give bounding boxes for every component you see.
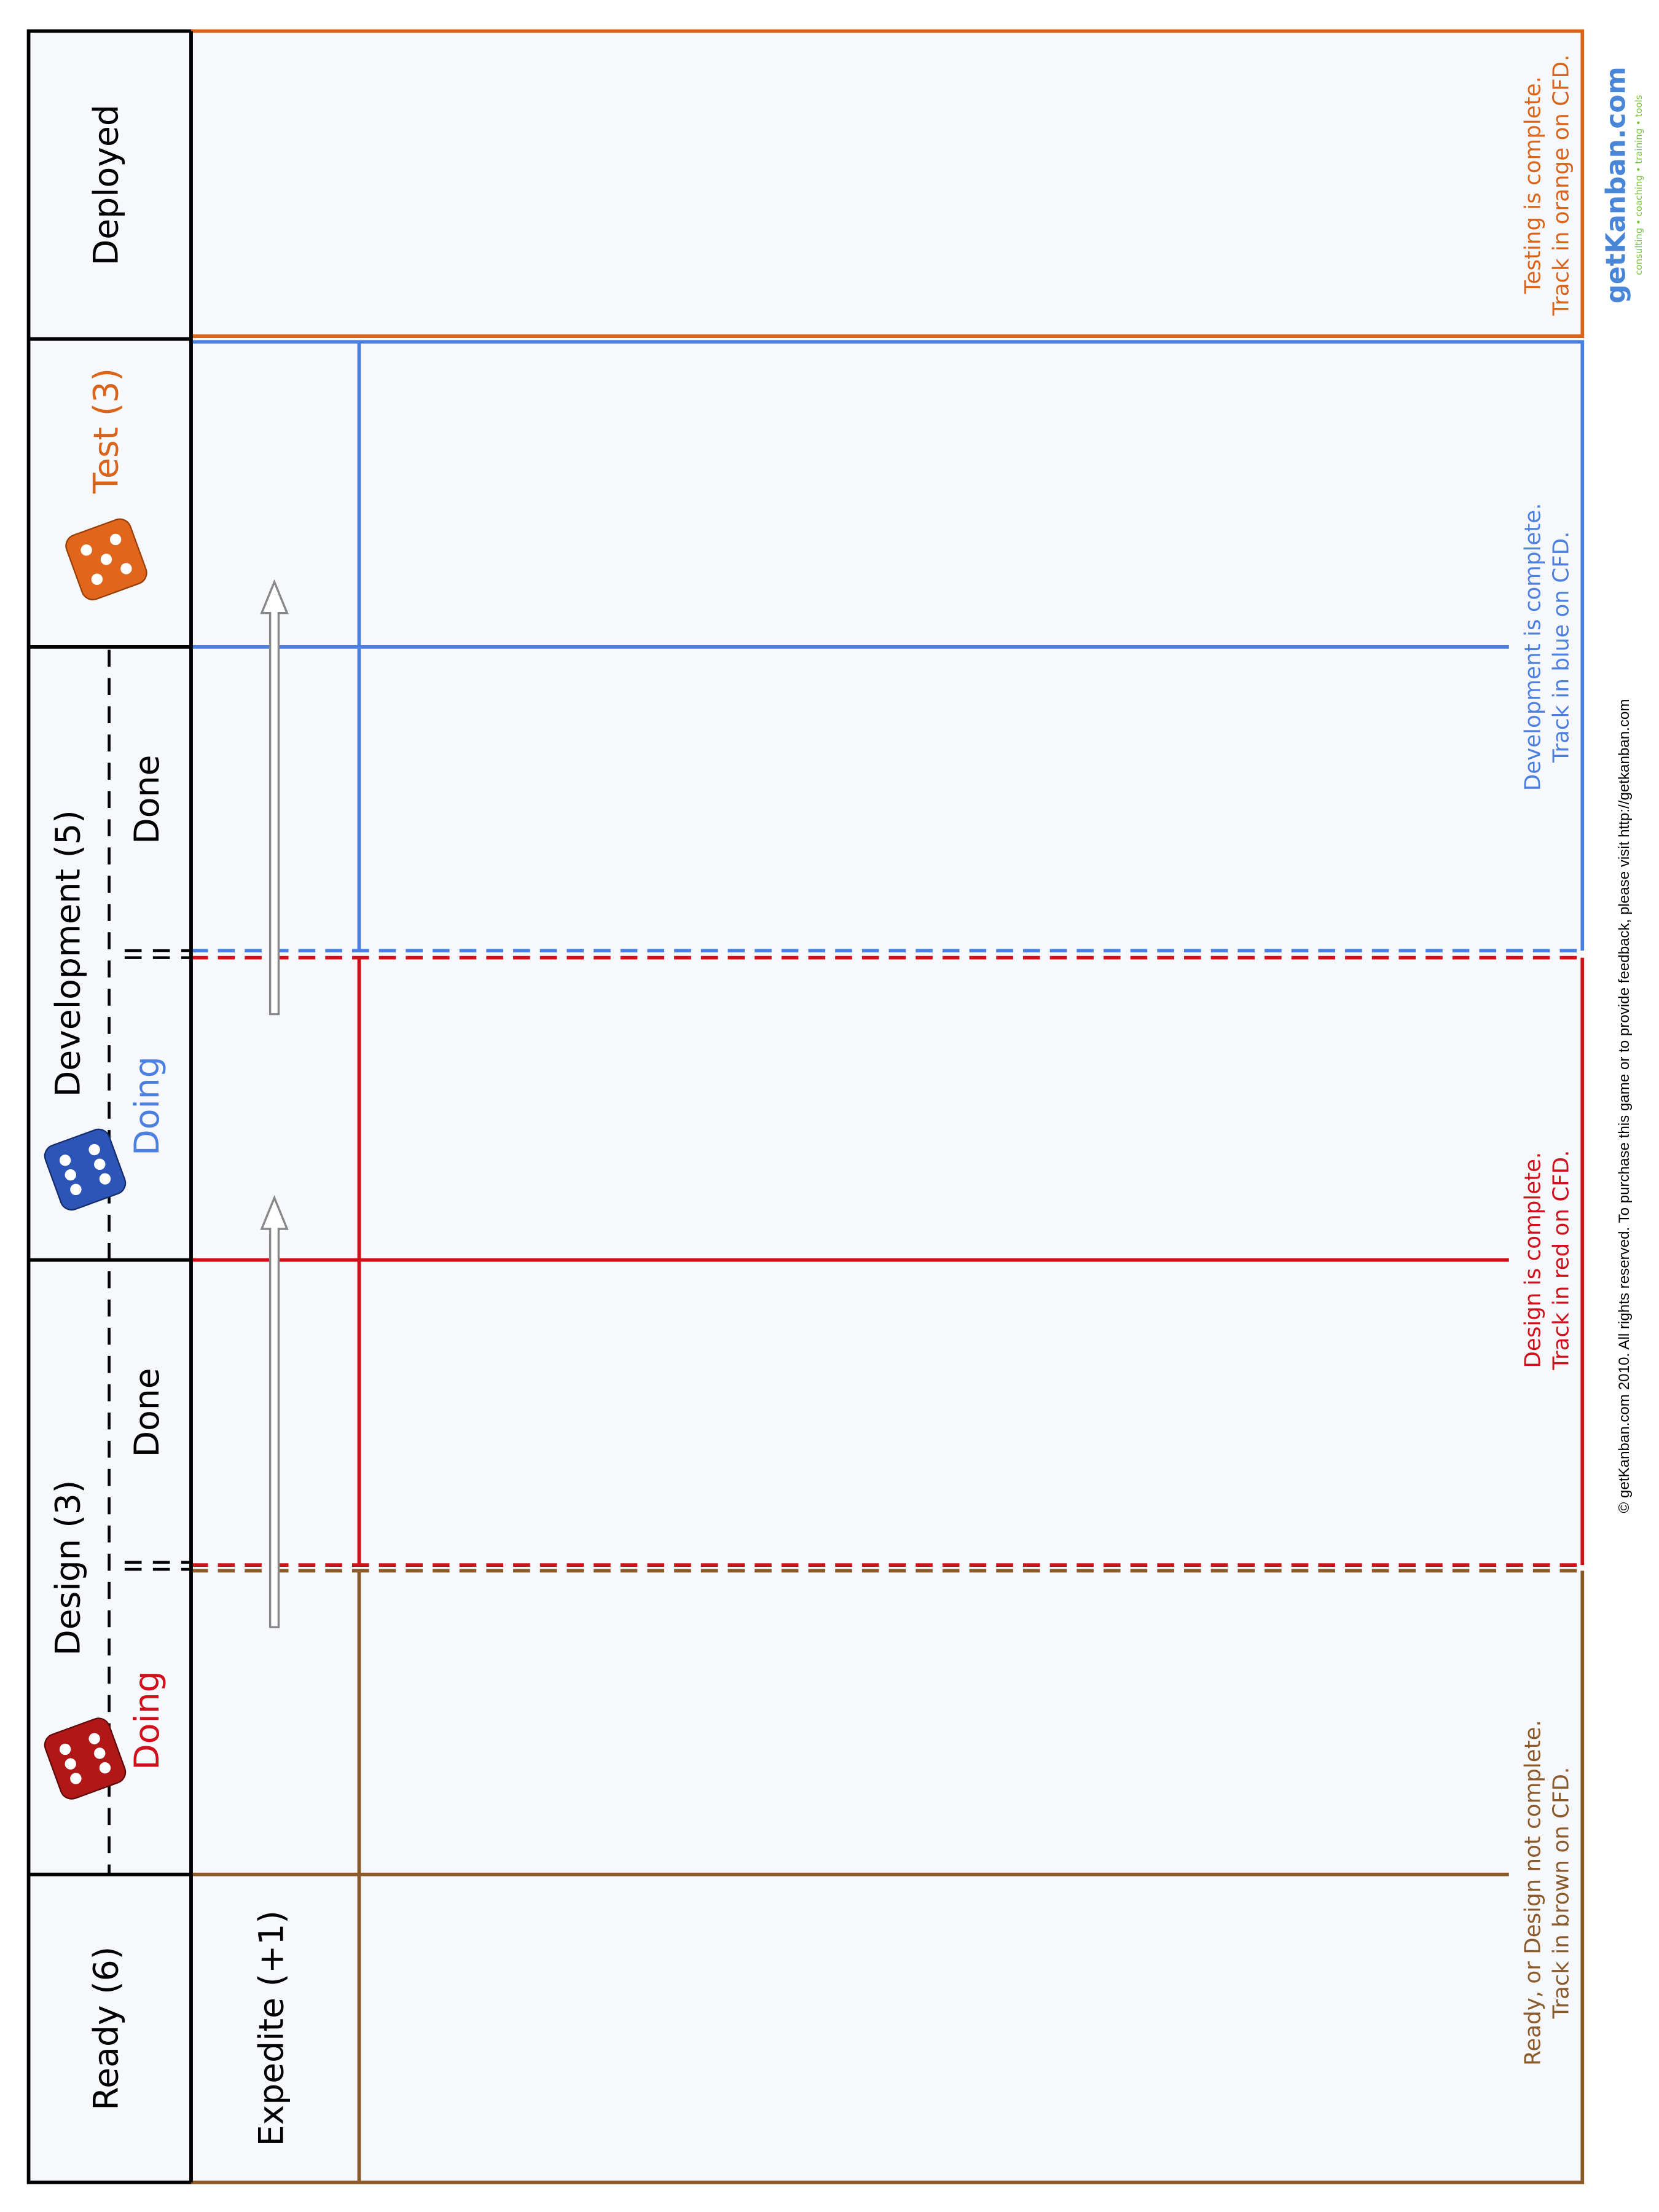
subcolumn-title: Done xyxy=(128,755,167,844)
column-title: Development (5) xyxy=(49,810,88,1097)
note-design: Design is complete. Track in red on CFD. xyxy=(1520,1150,1574,1371)
note-development: Development is complete. Track in blue o… xyxy=(1520,503,1574,791)
footer: © getKanban.com 2010. All rights reserve… xyxy=(1616,699,1633,1513)
lanes xyxy=(189,29,1585,2184)
subcolumn-title: Doing xyxy=(128,1056,167,1156)
note-line: Track in blue on CFD. xyxy=(1548,531,1574,763)
column-title: Design (3) xyxy=(49,1480,88,1656)
note-line: Track in red on CFD. xyxy=(1548,1150,1574,1371)
logo-tagline: consulting • coaching • training • tools xyxy=(1633,95,1644,275)
flow-arrows xyxy=(260,579,289,1628)
die-orange xyxy=(65,518,147,601)
die-red xyxy=(44,1717,127,1800)
note-line: Development is complete. xyxy=(1520,503,1545,791)
note-line: Track in brown on CFD. xyxy=(1548,1767,1574,2019)
board-background xyxy=(28,31,1583,2183)
subcolumn-title: Doing xyxy=(128,1671,167,1770)
note-line: Ready, or Design not complete. xyxy=(1520,1720,1545,2066)
column-title: Deployed xyxy=(87,104,126,265)
lane-title: Expedite (+1) xyxy=(252,1910,291,2146)
header-dashes xyxy=(108,649,191,1875)
note-testing: Testing is complete. Track in orange on … xyxy=(1520,55,1574,316)
note-line: Track in orange on CFD. xyxy=(1548,55,1574,316)
column-title: Test (3) xyxy=(87,368,126,494)
note-line: Testing is complete. xyxy=(1520,76,1545,294)
note-ready: Ready, or Design not complete. Track in … xyxy=(1520,1720,1574,2066)
column-title: Ready (6) xyxy=(87,1947,126,2111)
note-line: Design is complete. xyxy=(1520,1152,1545,1368)
die-blue xyxy=(44,1128,127,1211)
logo-name: getKanban.com xyxy=(1600,66,1631,304)
subcolumn-title: Done xyxy=(128,1368,167,1457)
